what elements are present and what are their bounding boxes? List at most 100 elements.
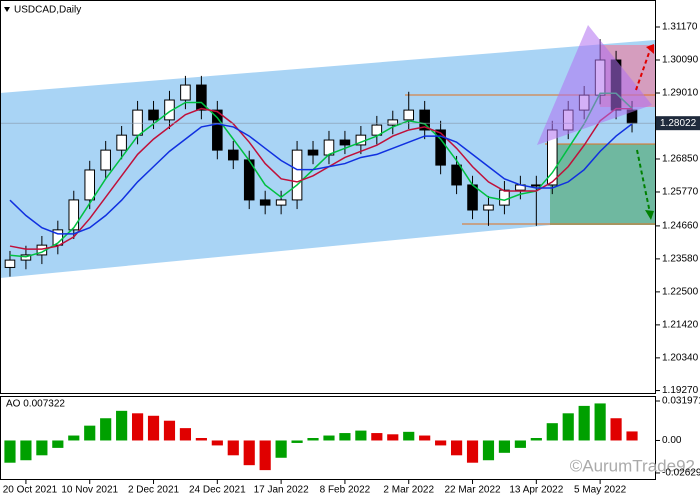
- x-tick-label: 10 Nov 2021: [61, 485, 118, 496]
- y-tick-label: 1.23580: [662, 254, 699, 265]
- x-tick-label: 24 Dec 2021: [189, 485, 246, 496]
- x-tick-label: 8 Feb 2022: [320, 485, 371, 496]
- overlays: [537, 25, 654, 220]
- ao-bar: [84, 425, 96, 441]
- y-tick-label: 1.26850: [662, 154, 699, 165]
- x-tick-label: 13 Apr 2022: [509, 485, 563, 496]
- candle-body: [371, 124, 383, 136]
- x-tick-label: 5 May 2022: [574, 485, 627, 496]
- ao-bar: [259, 440, 271, 471]
- ao-bar: [179, 428, 192, 441]
- last-price-box: [656, 116, 700, 131]
- ao-bar: [36, 440, 48, 456]
- ao-bar: [20, 440, 32, 461]
- y-tick-label: 1.25770: [662, 187, 699, 198]
- last-price-label: 1.28022: [660, 118, 697, 129]
- ao-bar: [4, 440, 16, 463]
- y-tick-label: 1.30090: [662, 55, 699, 66]
- ao-frame: [0, 396, 656, 480]
- candle-body: [307, 149, 319, 156]
- y-tick-label: 1.22500: [662, 287, 699, 298]
- x-tick-label: 17 Jan 2022: [254, 485, 309, 496]
- menu-arrow: [4, 7, 10, 12]
- ao-bar: [594, 403, 606, 441]
- candle-body: [403, 109, 415, 121]
- candle-body: [148, 109, 159, 121]
- ao-bar: [530, 438, 542, 441]
- y-tick-label: 0.031971: [662, 396, 700, 407]
- candle-body: [68, 199, 80, 231]
- x-tick-label: 22 Mar 2022: [444, 485, 501, 496]
- candle-body: [531, 184, 542, 187]
- ao-bar: [52, 440, 64, 448]
- candle-body: [196, 84, 207, 111]
- ao-bar: [450, 440, 463, 456]
- moving-average: [9, 123, 633, 235]
- ao-bar: [291, 440, 303, 443]
- candle-body: [387, 119, 399, 126]
- candle-body: [451, 164, 462, 186]
- y-tick-label: 1.20340: [662, 353, 699, 364]
- ao-bar: [100, 418, 112, 441]
- x-tick-label: 2 Dec 2021: [128, 485, 180, 496]
- ao-bar: [147, 415, 160, 441]
- ao-bar: [498, 440, 511, 453]
- candle-body: [435, 129, 446, 166]
- ao-bar: [355, 430, 367, 441]
- candle-body: [20, 254, 32, 261]
- ao-bar: [243, 440, 255, 466]
- ao-bar: [116, 410, 128, 441]
- main-frame: [0, 0, 656, 394]
- candle-body: [180, 84, 191, 101]
- y-tick-label: 1.31170: [662, 22, 698, 33]
- ao-bar: [578, 405, 590, 441]
- y-tick-label: 1.29010: [662, 88, 699, 99]
- ao-bar: [435, 440, 447, 446]
- ao-bar: [371, 433, 383, 441]
- candle-body: [212, 109, 223, 151]
- plot: [0, 39, 656, 471]
- ao-bar: [163, 420, 176, 441]
- arrow-head: [645, 210, 654, 220]
- y-tick-label: 1.24660: [662, 221, 699, 232]
- ao-bar: [626, 431, 638, 441]
- ao-bar: [610, 418, 622, 441]
- candle-body: [84, 169, 96, 201]
- ao-bar: [387, 434, 399, 441]
- chart-title: USDCAD,Daily: [14, 5, 81, 16]
- y-tick-label: 0.00: [662, 435, 682, 446]
- arrow-head: [646, 44, 654, 54]
- arrow: [635, 49, 651, 91]
- candle-body: [419, 109, 430, 131]
- ao-bar: [419, 435, 431, 441]
- ao-bar: [562, 413, 574, 441]
- ao-bar: [227, 440, 239, 456]
- candle-body: [116, 134, 127, 151]
- annotations: [0, 40, 655, 278]
- arrow: [636, 149, 651, 214]
- ao-bar: [514, 440, 526, 448]
- ao-title: AO 0.007322: [6, 399, 65, 410]
- candle-body: [275, 199, 287, 206]
- candle-body: [4, 259, 16, 268]
- candle-body: [339, 139, 351, 146]
- candle-body: [499, 189, 510, 206]
- candle-body: [132, 109, 143, 136]
- moving-average: [9, 92, 633, 258]
- ao-bar: [307, 438, 319, 441]
- candle-body: [291, 149, 303, 201]
- candle-body: [259, 199, 271, 206]
- candle-body: [164, 99, 175, 121]
- ao-bar: [131, 413, 144, 441]
- moving-average: [9, 107, 633, 250]
- x-tick-label: 2 Mar 2022: [383, 485, 434, 496]
- ao-bar: [482, 440, 495, 461]
- candle-body: [467, 184, 478, 211]
- channel: [0, 40, 655, 278]
- y-tick-label: 1.19270: [662, 385, 699, 396]
- x-tick-label: 20 Oct 2021: [3, 485, 58, 496]
- ao-bar: [195, 438, 207, 441]
- y-tick-label: 1.21420: [662, 320, 699, 331]
- ao-bar: [323, 435, 335, 441]
